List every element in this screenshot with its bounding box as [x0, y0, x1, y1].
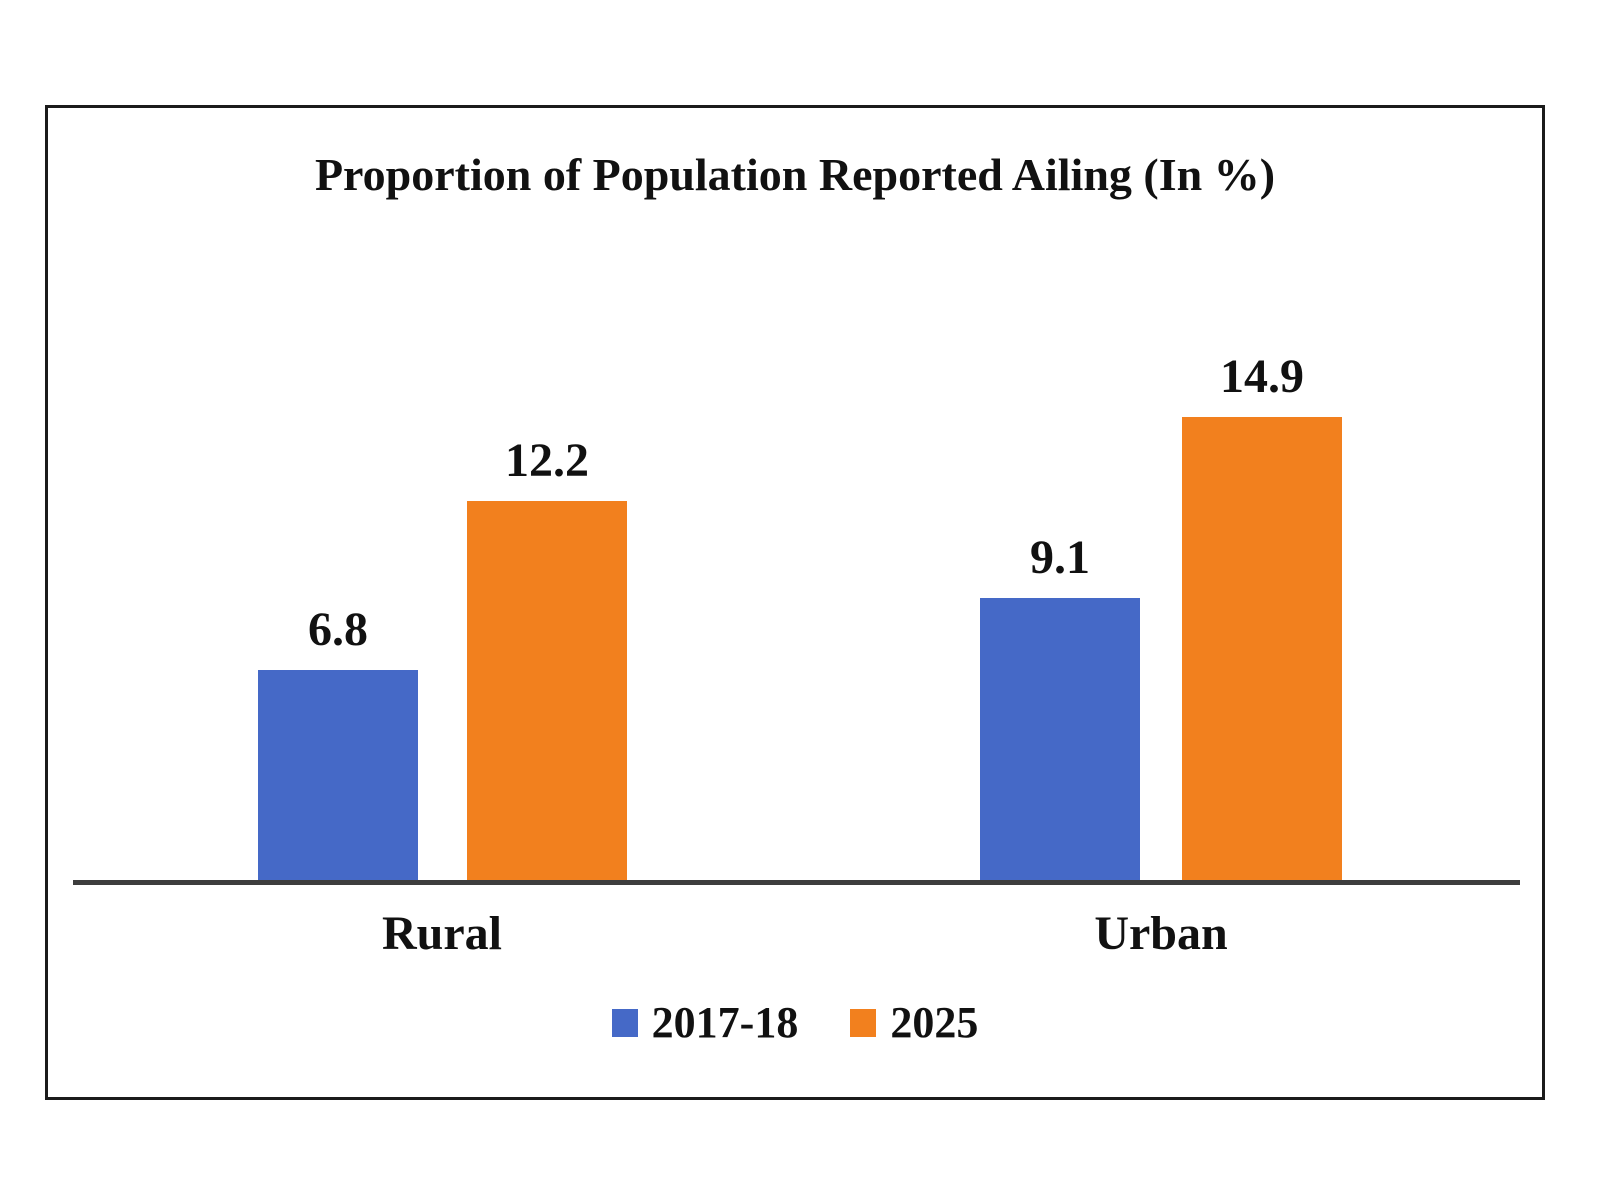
chart-legend: 2017-18 2025	[48, 1001, 1542, 1045]
legend-item-2025: 2025	[850, 1001, 978, 1045]
bar-2025-urban	[1182, 417, 1342, 883]
bar-2017-18-urban	[980, 598, 1140, 883]
bar-2025-rural	[467, 501, 627, 883]
legend-label-2017-18: 2017-18	[651, 998, 799, 1047]
legend-swatch-2025	[850, 1009, 877, 1037]
value-label-2025-urban: 14.9	[1220, 350, 1304, 403]
chart-title: Proportion of Population Reported Ailing…	[314, 149, 1276, 200]
value-label-2017-18-rural: 6.8	[308, 603, 368, 656]
value-label-2017-18-urban: 9.1	[1030, 531, 1090, 584]
value-label-2025-rural: 12.2	[505, 434, 589, 487]
legend-label-2025: 2025	[890, 998, 979, 1047]
chart-frame: Proportion of Population Reported Ailing…	[45, 105, 1545, 1100]
category-label-rural: Rural	[382, 907, 502, 960]
x-axis-line	[73, 880, 1520, 885]
legend-item-2017-18: 2017-18	[611, 998, 799, 1047]
legend-swatch-2017-18	[611, 1009, 638, 1037]
bar-2017-18-rural	[258, 670, 418, 883]
category-label-urban: Urban	[1094, 907, 1228, 960]
